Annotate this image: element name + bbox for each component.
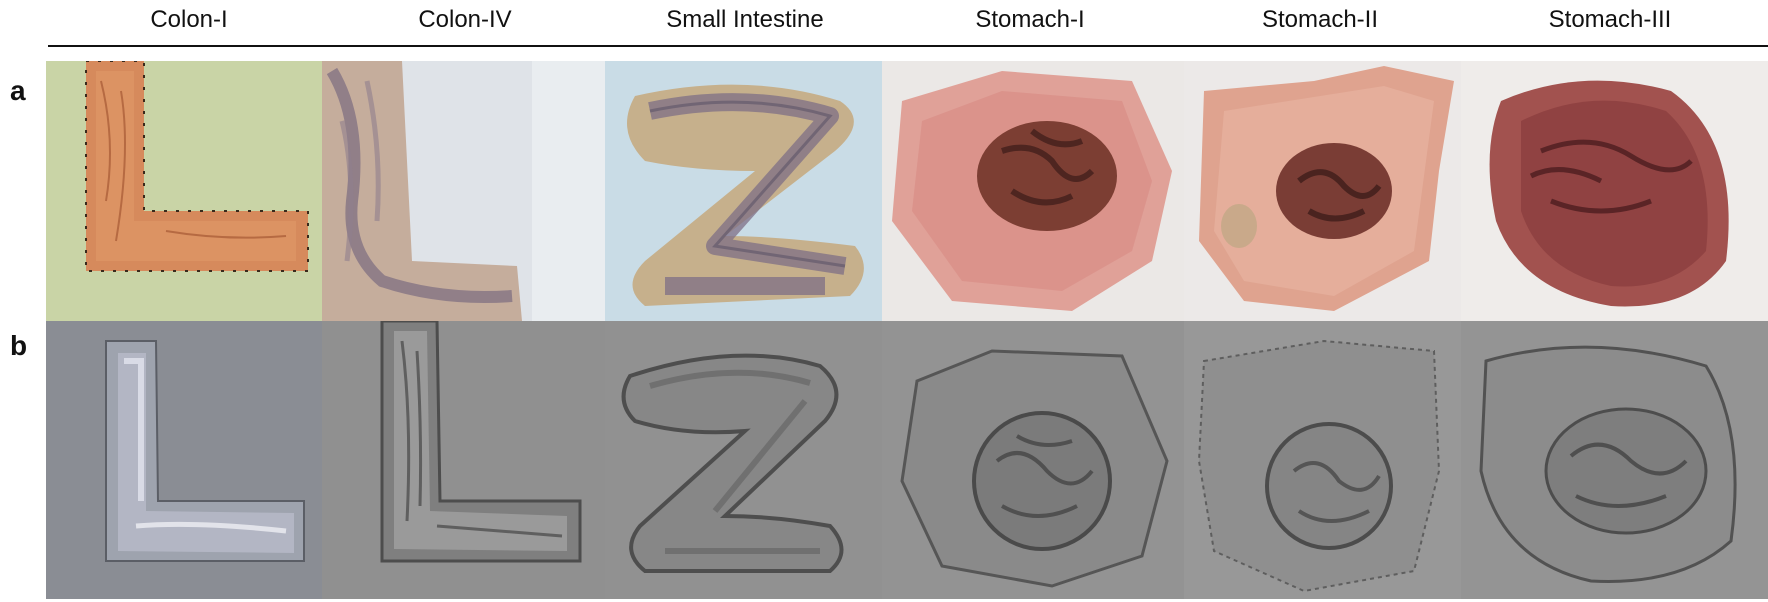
recon-stomach-i bbox=[882, 321, 1184, 599]
photo-colon-i bbox=[46, 61, 322, 321]
column-title-colon-iv: Colon-IV bbox=[418, 6, 512, 33]
recon-colon-i bbox=[46, 321, 322, 599]
row-label-a: a bbox=[10, 75, 26, 106]
recon-stomach-iii bbox=[1461, 321, 1768, 599]
column-title-small-intestine: Small Intestine bbox=[666, 6, 824, 33]
photo-stomach-ii bbox=[1184, 61, 1461, 321]
photo-stomach-iii bbox=[1461, 61, 1768, 321]
recon-small-intestine bbox=[605, 321, 882, 599]
header-rule bbox=[48, 45, 1768, 47]
column-header-row: Colon-I Colon-IV Small Intestine Stomach… bbox=[0, 0, 1768, 44]
column-title-stomach-ii: Stomach-II bbox=[1261, 6, 1379, 33]
recon-colon-iv bbox=[322, 321, 605, 599]
column-title-stomach-iii: Stomach-III bbox=[1548, 6, 1672, 33]
column-title-colon-i: Colon-I bbox=[150, 6, 228, 33]
recon-stomach-ii bbox=[1184, 321, 1461, 599]
row-label-b: b bbox=[10, 330, 28, 361]
photo-small-intestine bbox=[605, 61, 882, 321]
photo-colon-iv bbox=[322, 61, 605, 321]
photo-stomach-i bbox=[882, 61, 1184, 321]
column-title-stomach-i: Stomach-I bbox=[975, 6, 1085, 33]
